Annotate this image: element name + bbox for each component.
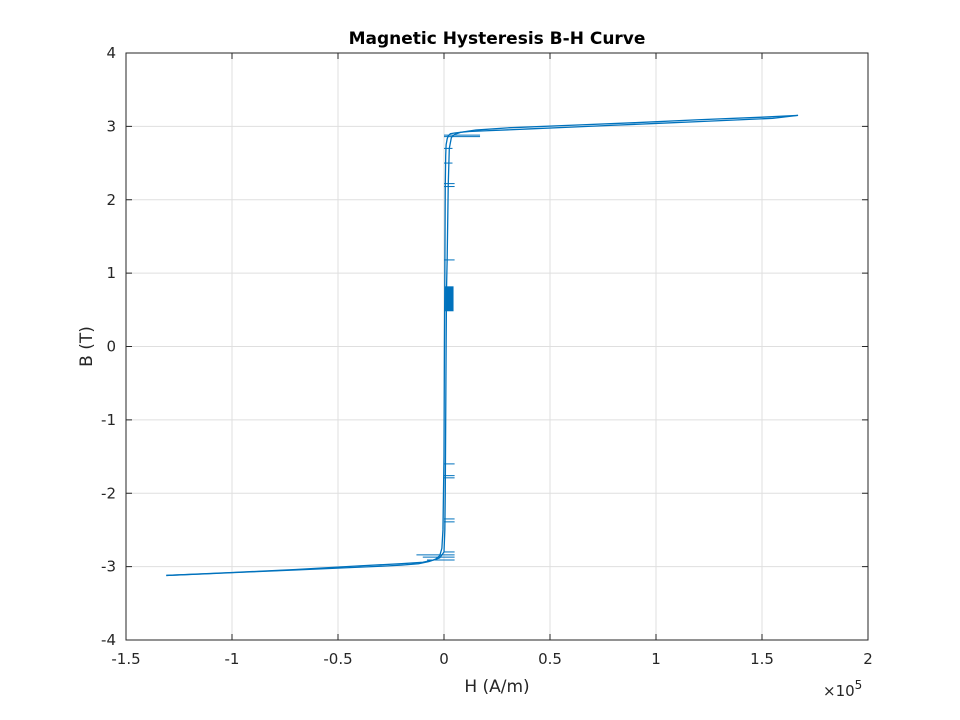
ticks: -1.5 -1 -0.5 0 0.5 1 1.5 2 -4 -3 -2 -1 0 1 2 3 4 bbox=[101, 44, 873, 668]
x-exponent-power: 5 bbox=[855, 678, 863, 692]
chart-title: Magnetic Hysteresis B-H Curve bbox=[349, 29, 646, 49]
x-tick-label: 1 bbox=[651, 650, 661, 668]
x-axis-label: H (A/m) bbox=[464, 677, 529, 697]
x-tick-label: 1.5 bbox=[750, 650, 774, 668]
y-tick-label: 2 bbox=[106, 191, 116, 209]
x-tick-label: 0.5 bbox=[538, 650, 562, 668]
series-dense-block bbox=[445, 286, 454, 312]
y-axis-label: B (T) bbox=[77, 326, 97, 367]
plot-area bbox=[166, 114, 799, 577]
x-exponent-label: ×105 bbox=[823, 678, 862, 700]
x-tick-label: -0.5 bbox=[323, 650, 352, 668]
y-tick-label: -4 bbox=[101, 631, 116, 649]
series-line-1 bbox=[166, 114, 799, 577]
y-tick-label: 4 bbox=[106, 44, 116, 62]
y-tick-label: -1 bbox=[101, 411, 116, 429]
x-tick-label: 2 bbox=[863, 650, 873, 668]
x-tick-label: -1 bbox=[225, 650, 240, 668]
y-tick-label: 3 bbox=[106, 117, 116, 135]
y-tick-label: 1 bbox=[106, 264, 116, 282]
y-tick-label: -2 bbox=[101, 484, 116, 502]
x-exponent-base: ×10 bbox=[823, 682, 855, 700]
x-tick-label: -1.5 bbox=[111, 650, 140, 668]
grid bbox=[125, 52, 869, 641]
series-line-2 bbox=[166, 114, 799, 577]
y-tick-label: -3 bbox=[101, 558, 116, 576]
y-tick-label: 0 bbox=[106, 338, 116, 356]
x-tick-label: 0 bbox=[439, 650, 449, 668]
